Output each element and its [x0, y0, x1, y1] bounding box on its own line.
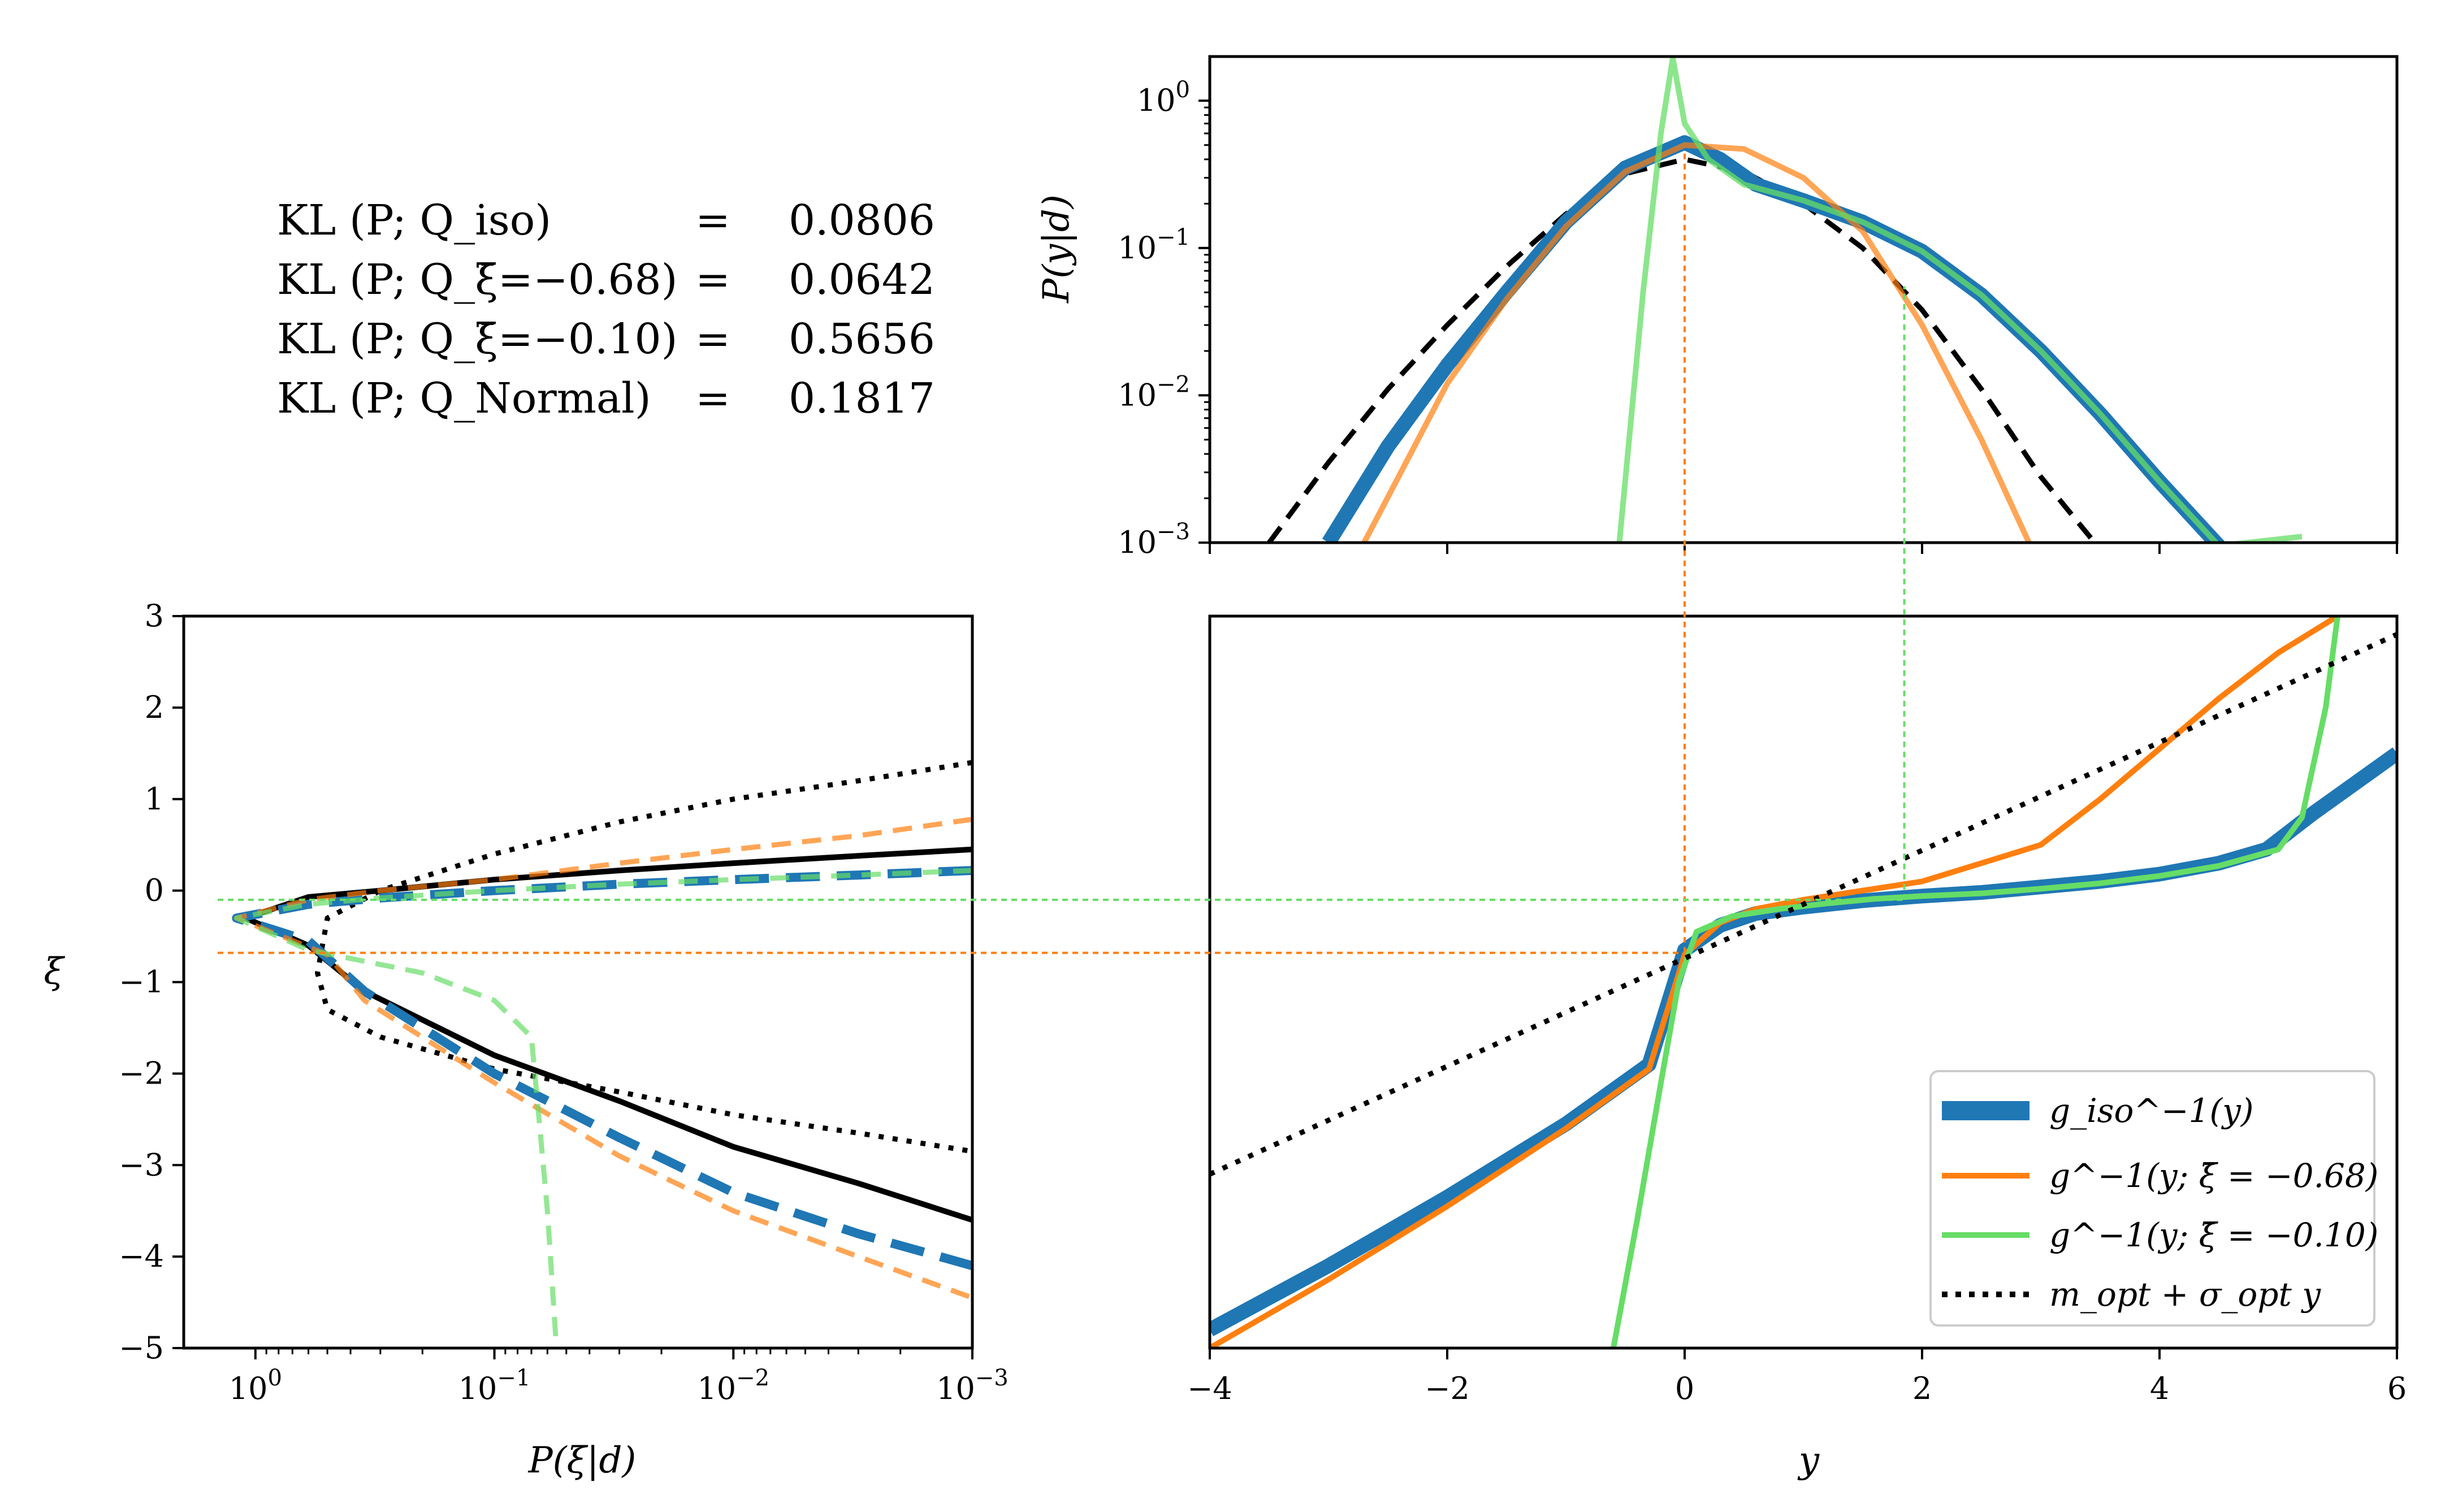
kl-label-neg010: KL (P; Q_ξ̄=−0.10) — [277, 315, 678, 363]
left-series-neg010-4 — [233, 868, 972, 1348]
left-ytick-label: −1 — [119, 964, 164, 1000]
top-series-group — [1267, 57, 2303, 543]
guide-lines — [218, 151, 1906, 954]
top-series-neg010-3 — [1616, 57, 2303, 543]
kl-label-normal: KL (P; Q_Normal) — [277, 374, 651, 423]
right-xtick-label: 2 — [1912, 1371, 1932, 1406]
right-series-neg068-1 — [1210, 616, 2339, 1348]
legend-box — [1929, 1070, 2375, 1327]
kl-value-iso: 0.0806 — [789, 196, 935, 245]
left-ytick-label: 2 — [145, 690, 164, 725]
left-ytick-label: −3 — [119, 1147, 164, 1182]
left-ytick-label: −5 — [119, 1330, 164, 1366]
left-xlabel: P(ξ|d) — [528, 1440, 637, 1481]
legend: g_iso^−1(y) g^−1(y; ξ̄ = −0.68) g^−1(y; … — [1929, 1070, 2378, 1327]
right-xtick-label: −2 — [1425, 1371, 1470, 1406]
top-axes-frame — [1208, 55, 2399, 544]
kl-eq-neg010: = — [695, 315, 730, 363]
left-ylabel: ξ — [44, 951, 65, 993]
kl-value-neg010: 0.5656 — [789, 315, 935, 363]
kl-value-neg068: 0.0642 — [789, 255, 935, 304]
left-ytick-label: −2 — [119, 1055, 164, 1091]
top-series-neg068-2 — [1361, 142, 2032, 543]
top-ylabel: P(y|d) — [1036, 194, 1077, 304]
kl-value-normal: 0.1817 — [789, 374, 935, 423]
panel-right-transform: −4 −2 0 2 4 6 — [1187, 614, 2407, 1406]
right-xtick-label: 4 — [2150, 1371, 2169, 1406]
right-series-neg010-2 — [1611, 616, 2340, 1348]
kl-eq-normal: = — [695, 374, 730, 423]
left-series-group — [232, 760, 972, 1348]
right-xtick-label: 0 — [1675, 1371, 1694, 1406]
left-series-normal-1 — [315, 760, 972, 1154]
kl-eq-neg068: = — [695, 255, 730, 304]
left-ytick-label: 1 — [145, 781, 164, 817]
legend-label-neg010: g^−1(y; ξ̄ = −0.10) — [2049, 1216, 2378, 1254]
kl-eq-iso: = — [695, 196, 730, 245]
left-ytick-label: −4 — [119, 1238, 164, 1274]
top-series-normal-0 — [1267, 157, 2098, 543]
top-ytick-label: 10−1 — [1118, 224, 1190, 266]
right-xtick-label: 6 — [2387, 1371, 2407, 1406]
right-xtick-label: −4 — [1187, 1371, 1232, 1406]
kl-table: KL (P; Q_iso) = 0.0806 KL (P; Q_ξ̄=−0.68… — [277, 196, 935, 423]
left-ytick-label: 3 — [145, 598, 164, 634]
left-xtick-label: 10−2 — [697, 1365, 769, 1406]
right-series-normal-3 — [1210, 632, 2397, 1177]
legend-label-iso: g_iso^−1(y) — [2049, 1091, 2253, 1130]
kl-label-neg068: KL (P; Q_ξ̄=−0.68) — [277, 255, 678, 304]
legend-label-neg068: g^−1(y; ξ̄ = −0.68) — [2049, 1156, 2378, 1195]
left-ytick-label: 0 — [145, 873, 164, 908]
kl-label-iso: KL (P; Q_iso) — [277, 196, 551, 245]
right-xlabel: y — [1797, 1440, 1820, 1481]
right-series-group — [1210, 616, 2397, 1348]
right-axes-frame — [1208, 614, 2399, 1350]
legend-label-normal: m_opt + σ_opt y — [2049, 1275, 2321, 1314]
